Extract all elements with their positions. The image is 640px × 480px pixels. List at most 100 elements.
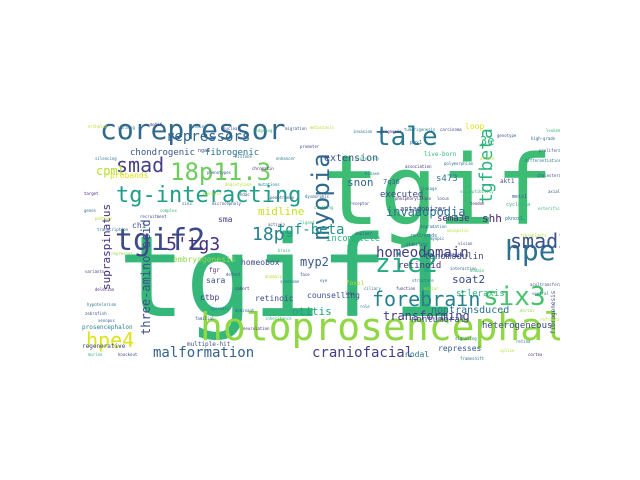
word-tgif: tgif	[322, 135, 553, 247]
word-six3: six3	[483, 282, 546, 312]
word-myopic: myopic	[430, 236, 445, 241]
word-tgif1: tgif1	[118, 213, 455, 343]
cloud-canvas	[80, 120, 560, 360]
word-homeobox: homeobox	[241, 258, 280, 267]
word-neurulation: neurulation	[243, 326, 270, 331]
word-phosphorylation: phosphorylation	[395, 196, 432, 201]
word-incomplete: incomplete	[326, 234, 380, 244]
word-agenesis: agenesis	[202, 191, 222, 196]
word-deacetylase: deacetylase	[225, 182, 252, 187]
word-dominant: dominant	[235, 308, 255, 313]
word-nga1: nga1	[198, 148, 210, 154]
word-frameshift: frameshift	[460, 356, 485, 361]
word-repressor: repressor	[111, 251, 133, 256]
word-tendon: tendon	[470, 201, 485, 206]
word-forebrain: forebrain	[372, 287, 480, 311]
word-cortex: cortex	[528, 352, 543, 357]
word-splice: splice	[500, 348, 515, 353]
word-hpe4: hpe4	[86, 328, 134, 352]
word-nodal: nodal	[405, 350, 429, 359]
word-retinoid: retinoid	[398, 261, 441, 271]
word-embryogenesis: embryogenesis	[173, 255, 236, 264]
word-kinase: kinase	[365, 171, 380, 176]
word-role: role	[360, 304, 370, 309]
word-chondrogenic: chondrogenic	[130, 148, 195, 158]
word-penetrance: penetrance	[270, 195, 295, 200]
word-counselling: counselling	[307, 291, 360, 300]
word-retinoids: retinoids	[410, 233, 437, 239]
word-supraspinatus: supraspinatus	[100, 204, 113, 290]
word-chi: chi	[132, 221, 147, 230]
word-sporadic: sporadic	[210, 306, 230, 311]
word-invasion: invasion	[353, 129, 373, 134]
word-refractive: refractive	[540, 317, 565, 322]
word-carcinoma: carcinoma	[440, 127, 462, 132]
word-ocular: ocular	[424, 286, 439, 291]
word-akt1: akt1	[500, 178, 515, 185]
word-tenomodulin: tenomodulin	[424, 252, 484, 262]
word-tumorigenesis: tumorigenesis	[404, 127, 436, 132]
word-defect: defect	[226, 272, 241, 277]
word-hypotelorism: hypotelorism	[87, 302, 116, 307]
word-executed: executed	[380, 190, 423, 200]
word-differentiation: differentiation	[525, 158, 562, 163]
word-allele: allele	[480, 156, 495, 161]
word-eye: eye	[320, 278, 328, 283]
word-histone: histone	[235, 154, 252, 159]
word-retinoic: retinoic	[255, 294, 294, 303]
word-smad: smad	[116, 153, 164, 177]
word-cholesterol: cholesterol	[537, 173, 564, 178]
word-enhancer: enhancer	[276, 156, 296, 161]
word-axial: axial	[548, 189, 561, 194]
word-ortholog: ortholog	[88, 124, 108, 129]
word-acyltransferase: acyltransferase	[530, 282, 567, 287]
word-7q36: 7q36	[383, 178, 400, 186]
word-extension: extension	[324, 153, 378, 164]
word-ubiquitin: ubiquitin	[447, 228, 469, 233]
word-tg-interacting: tg-interacting	[116, 183, 301, 208]
word-ventral: ventral	[532, 291, 549, 296]
word-ciliary: ciliary	[364, 286, 381, 291]
word-nontransduced: nontransduced	[431, 305, 509, 316]
word-hpe: hpe	[505, 234, 556, 267]
word-transcription: transcription	[97, 227, 129, 232]
word-variants: variants	[85, 269, 105, 274]
word-snon: snon	[347, 176, 374, 189]
word-function: function	[396, 286, 416, 291]
word-vision: vision	[458, 241, 473, 246]
word-chromatin: chromatin	[252, 166, 274, 171]
word-esterification: esterification	[538, 206, 572, 211]
word-hedgehog: hedgehog	[253, 128, 273, 133]
word-signaling: signaling	[455, 336, 477, 341]
word-sin3: sin3	[182, 201, 192, 206]
word-hdac: hdac	[240, 192, 250, 197]
word-scleraxis: scleraxis	[456, 289, 505, 299]
word-target: target	[84, 191, 99, 196]
word-tgf-beta: tgf-beta	[277, 222, 344, 238]
word-activin: activin	[268, 222, 285, 227]
word-repressors: repressors	[166, 129, 250, 145]
word-metastasis: metastasis	[310, 125, 335, 130]
word-sma: sma	[218, 215, 233, 224]
word-loop: loop	[465, 122, 484, 131]
word-face: face	[300, 272, 310, 277]
word-retina: retina	[516, 339, 531, 344]
word-domain: domain	[470, 268, 485, 273]
word-live-born: live-born	[424, 151, 457, 158]
word-regenerative: regenerative	[82, 343, 126, 350]
word-binding: binding	[190, 124, 207, 129]
word-lens: lens	[345, 291, 355, 296]
word-shh: shh	[482, 212, 502, 225]
word-murine: murine	[88, 352, 103, 357]
word-phenotypes: phenotypes	[207, 170, 232, 175]
word-transforming: transforming	[383, 309, 470, 323]
word-promoter: promoter	[300, 144, 320, 149]
word-proliferation: proliferation	[539, 148, 571, 153]
word-expression: expression	[355, 156, 380, 161]
word-ctbp: ctbp	[200, 293, 219, 302]
word-clefting: clefting	[314, 205, 334, 210]
word-sema3e: sema3e	[437, 214, 470, 224]
word-fibroblasts: fibroblasts	[520, 233, 547, 238]
word-migration: migration	[285, 126, 307, 131]
word-silencing: silencing	[95, 156, 117, 161]
